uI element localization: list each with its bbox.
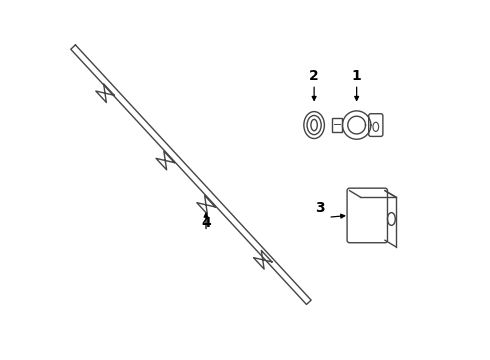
Text: 3: 3 bbox=[315, 202, 325, 215]
Text: 1: 1 bbox=[352, 68, 362, 82]
Text: 2: 2 bbox=[309, 68, 319, 82]
Text: 4: 4 bbox=[201, 216, 211, 230]
